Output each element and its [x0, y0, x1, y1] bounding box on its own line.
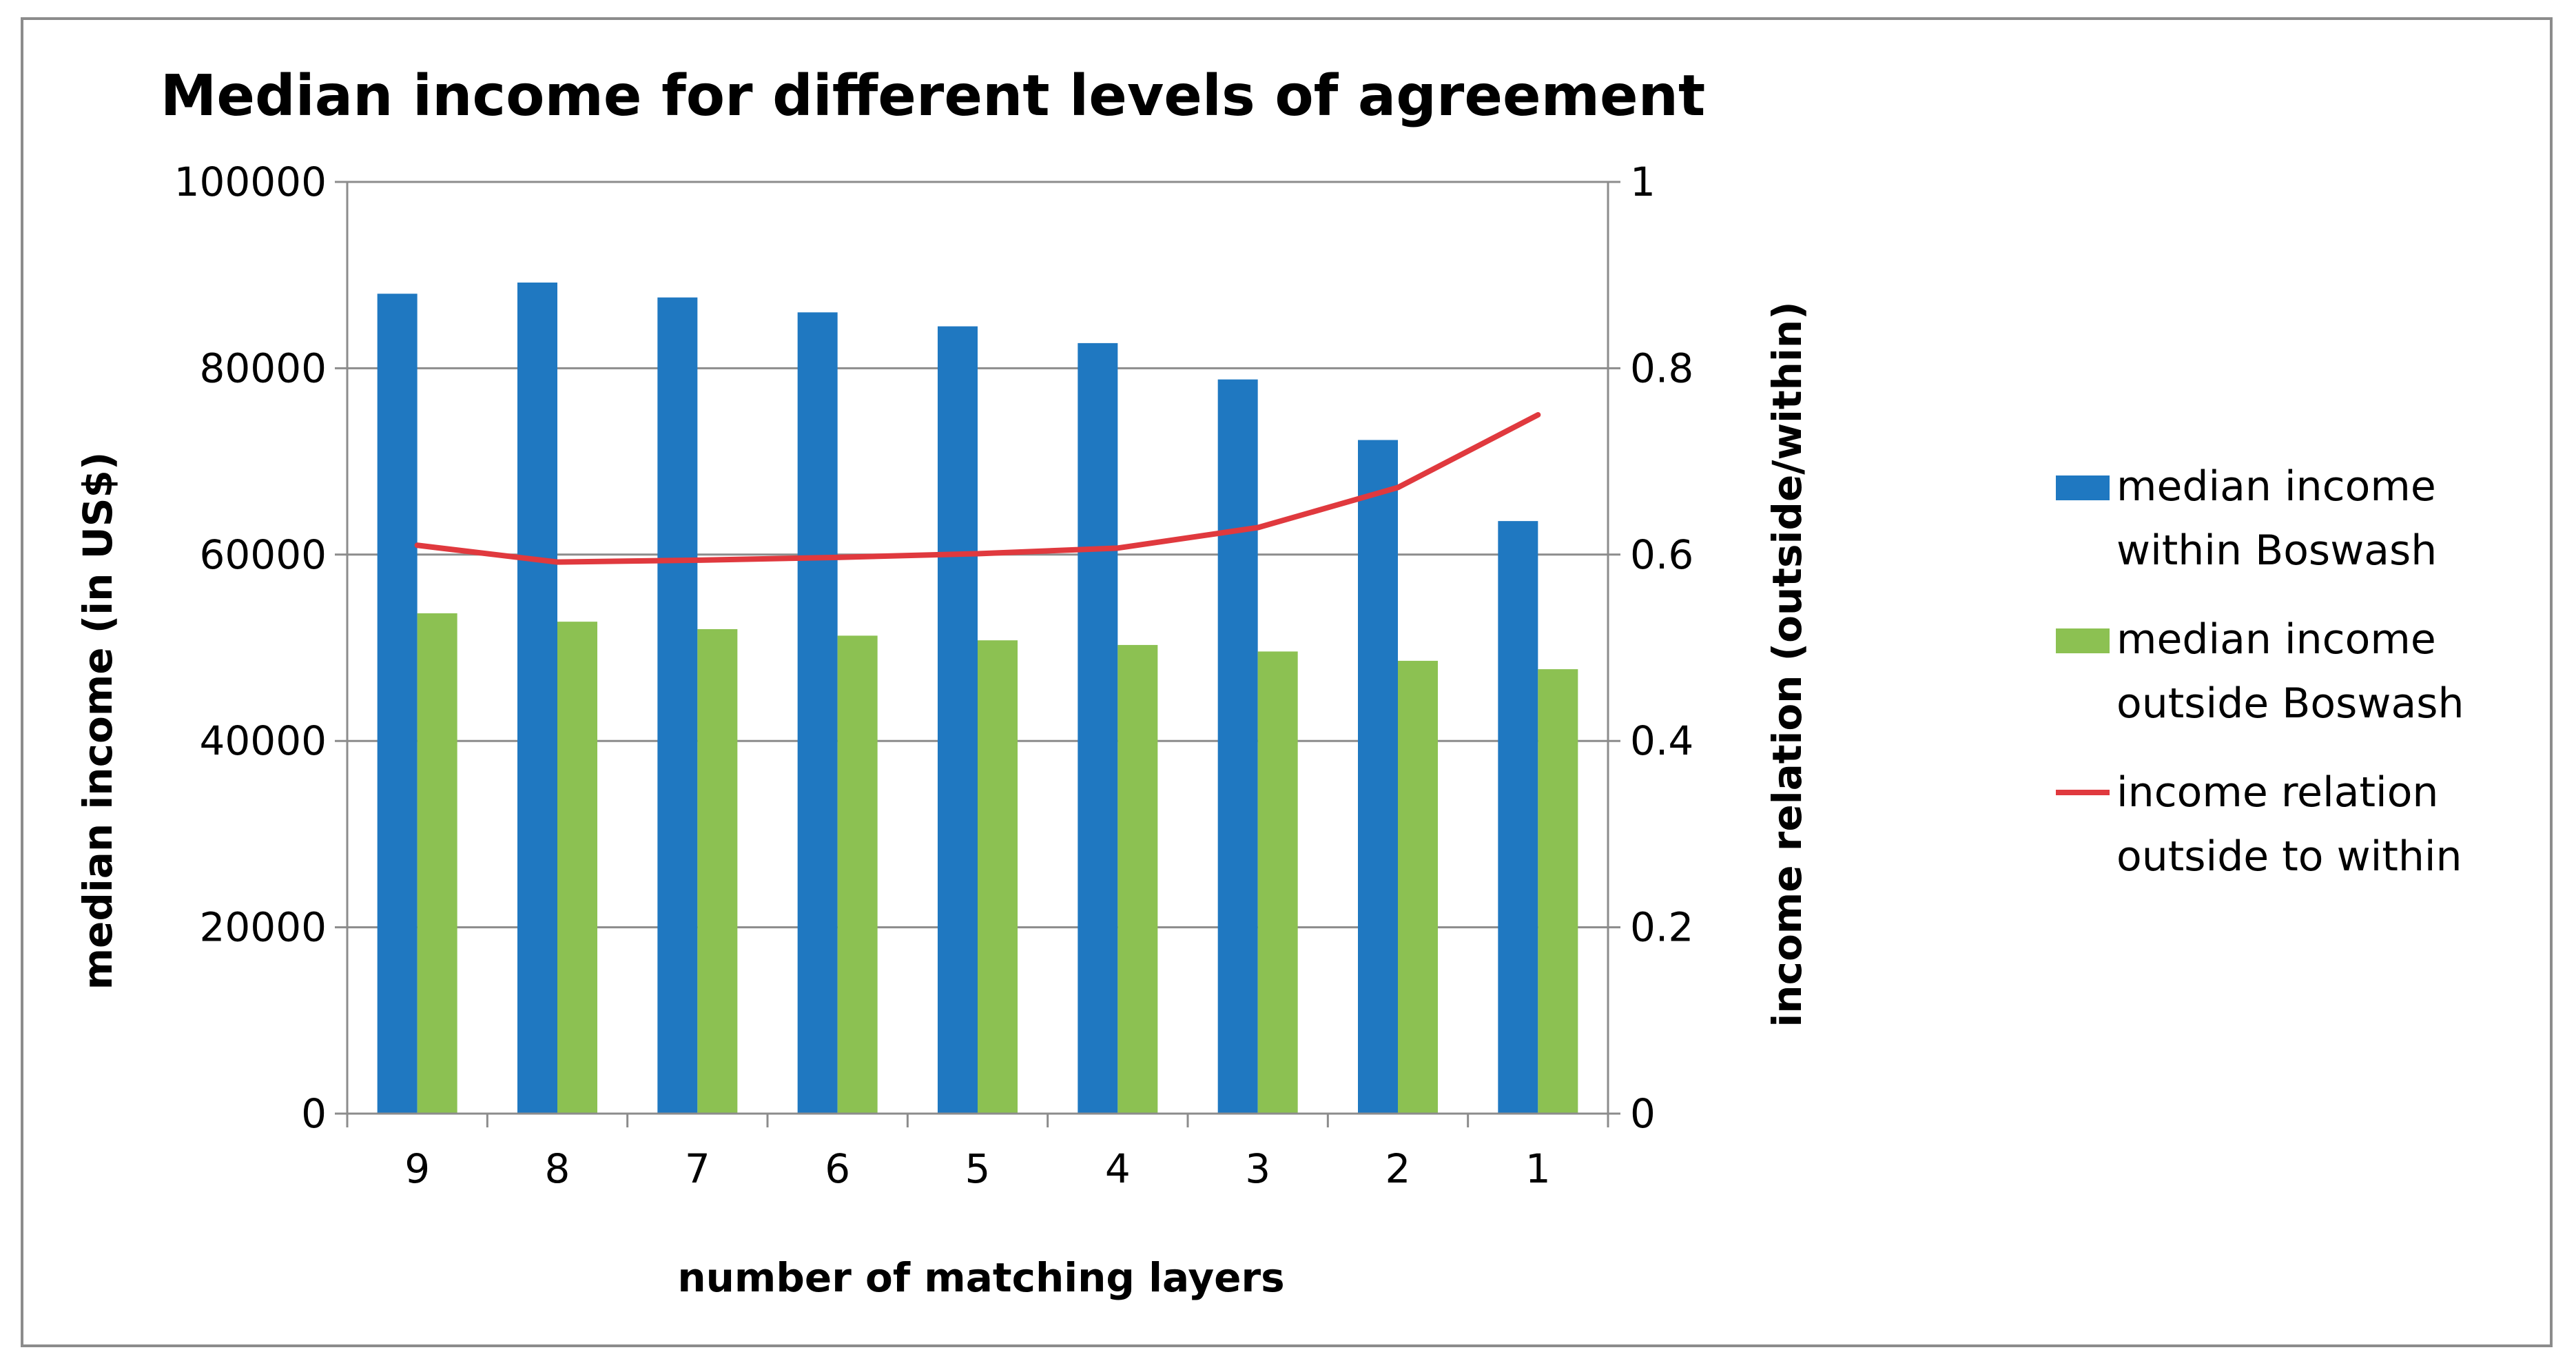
bar-within-boswash — [377, 294, 418, 1114]
bar-within-boswash — [517, 283, 557, 1114]
x-tick-label: 8 — [545, 1145, 570, 1192]
bar-within-boswash — [657, 297, 698, 1114]
y2-tick-label: 0.4 — [1630, 717, 1693, 764]
bar-within-boswash — [1498, 521, 1538, 1114]
legend-label: outside Boswash — [2116, 679, 2464, 728]
legend-label: median income — [2116, 615, 2436, 664]
bar-outside-boswash — [1398, 660, 1438, 1114]
legend-label: within Boswash — [2116, 526, 2437, 575]
x-tick-label: 4 — [1105, 1145, 1131, 1192]
y2-tick-label: 0 — [1630, 1090, 1656, 1137]
bar-within-boswash — [1217, 379, 1258, 1114]
x-tick-label: 2 — [1385, 1145, 1411, 1192]
x-tick-label: 9 — [404, 1145, 430, 1192]
legend-label: median income — [2116, 462, 2436, 511]
bar-outside-boswash — [1257, 651, 1298, 1114]
y-tick-label: 60000 — [199, 531, 327, 578]
x-tick-label: 6 — [825, 1145, 850, 1192]
ticks-layer: 0 20000 40000 60000 80000 100000 0 0.2 0.4 0.6 0.8… — [174, 158, 1694, 1192]
legend: median income within Boswash median income… — [2056, 462, 2464, 881]
bar-within-boswash — [797, 312, 838, 1114]
bar-outside-boswash — [1538, 669, 1578, 1114]
y-tick-label: 40000 — [199, 717, 327, 764]
bar-within-boswash — [1078, 342, 1118, 1114]
y-tick-label: 20000 — [199, 904, 327, 951]
bar-within-boswash — [1358, 440, 1398, 1114]
x-tick-label: 7 — [685, 1145, 710, 1192]
axes-layer — [335, 181, 1620, 1127]
bars-layer — [377, 283, 1578, 1114]
y2-tick-label: 0.2 — [1630, 904, 1693, 951]
line-layer — [414, 412, 1541, 565]
x-tick-label: 5 — [965, 1145, 991, 1192]
x-tick-label: 1 — [1525, 1145, 1551, 1192]
y-tick-label: 0 — [301, 1090, 327, 1137]
income-relation-line — [414, 412, 1541, 565]
y-axis-title: median income (in US$) — [74, 452, 121, 990]
bar-outside-boswash — [837, 635, 878, 1114]
legend-label: outside to within — [2116, 832, 2462, 881]
y-tick-label: 100000 — [174, 158, 327, 205]
bar-outside-boswash — [697, 628, 738, 1114]
bar-outside-boswash — [417, 613, 457, 1114]
chart-frame: Median income for different levels of ag… — [21, 17, 2553, 1347]
bar-outside-boswash — [1117, 644, 1158, 1114]
bar-outside-boswash — [978, 640, 1018, 1114]
legend-swatch-outside — [2056, 628, 2110, 653]
bar-within-boswash — [938, 326, 978, 1114]
bar-outside-boswash — [557, 622, 597, 1114]
legend-swatch-within — [2056, 475, 2110, 500]
y2-axis-title: income relation (outside/within) — [1764, 301, 1811, 1027]
x-tick-label: 3 — [1245, 1145, 1270, 1192]
y2-tick-label: 0.6 — [1630, 531, 1693, 578]
chart-title: Median income for different levels of ag… — [161, 63, 1705, 129]
y2-tick-label: 0.8 — [1630, 345, 1693, 391]
y-tick-label: 80000 — [199, 345, 327, 391]
legend-label: income relation — [2116, 768, 2438, 817]
chart-svg: Median income for different levels of ag… — [74, 63, 2464, 1301]
x-axis-title: number of matching layers — [677, 1254, 1284, 1301]
y2-tick-label: 1 — [1630, 158, 1656, 205]
